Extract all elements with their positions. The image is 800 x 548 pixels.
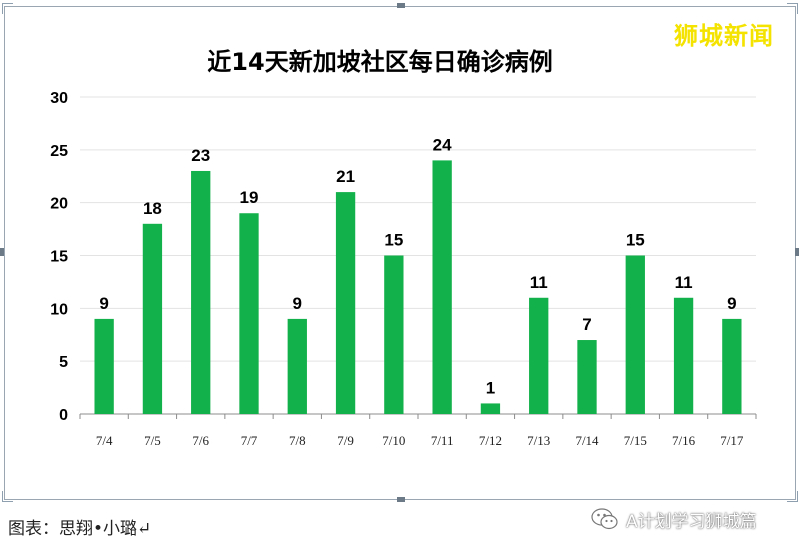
bar-7-9 (335, 192, 356, 414)
watermark: A计划学习狮城篇 (590, 506, 757, 532)
data-label: 19 (240, 188, 259, 207)
data-label: 15 (626, 231, 645, 250)
x-tick-label: 7/14 (575, 433, 599, 448)
resize-handle-top-left[interactable] (2, 3, 13, 14)
bar-7-11 (432, 160, 452, 414)
resize-handle-bottom-left[interactable] (2, 491, 13, 502)
y-tick-label: 5 (59, 354, 68, 371)
x-tick-label: 7/11 (431, 433, 454, 448)
resize-handle-left[interactable] (0, 248, 4, 256)
resize-handle-bottom[interactable] (397, 497, 405, 502)
chart-title: 近14天新加坡社区每日确诊病例 (207, 48, 552, 76)
y-tick-label: 10 (50, 301, 68, 318)
bar-7-10 (384, 255, 404, 414)
x-tick-label: 7/4 (96, 433, 113, 448)
bar-7-4 (94, 318, 114, 414)
data-label: 18 (143, 199, 162, 218)
data-label: 11 (675, 273, 693, 292)
data-label: 7 (582, 315, 591, 334)
data-label: 11 (530, 273, 548, 292)
bar-7-8 (287, 318, 307, 414)
data-label: 9 (727, 294, 736, 313)
resize-handle-top-right[interactable] (787, 3, 798, 14)
bar-7-7 (239, 213, 259, 414)
brand-logo-text: 狮城新闻 (674, 22, 774, 50)
x-tick-label: 7/8 (289, 433, 306, 448)
x-tick-label: 7/9 (337, 433, 354, 448)
data-label: 9 (293, 294, 302, 313)
x-tick-label: 7/17 (720, 433, 744, 448)
bar-7-16 (673, 297, 694, 414)
data-label: 9 (99, 294, 108, 313)
data-label: 1 (486, 378, 495, 397)
bar-7-15 (625, 255, 645, 414)
resize-handle-right[interactable] (795, 248, 799, 256)
y-tick-label: 20 (50, 196, 68, 213)
bar-7-17 (722, 318, 742, 414)
chart-frame (4, 6, 796, 500)
bar-7-14 (577, 340, 597, 414)
gridlines (80, 96, 756, 362)
bars (94, 160, 742, 414)
y-tick-label: 0 (59, 407, 68, 424)
x-tick-label: 7/5 (144, 433, 161, 448)
resize-handle-bottom-right[interactable] (787, 491, 798, 502)
data-label: 23 (191, 146, 210, 165)
bar-7-12 (480, 403, 501, 414)
axes: 0 5 10 15 20 25 30 7/4 7/5 7/6 7/7 7/8 7/9 7/10 7/11 7/… (50, 90, 757, 448)
bar-7-5 (142, 223, 163, 414)
resize-handle-top[interactable] (397, 3, 405, 8)
x-tick-label: 7/12 (479, 433, 502, 448)
x-tick-label: 7/13 (527, 433, 550, 448)
chart-caption: 图表：思翔•小璐↵ (8, 519, 152, 539)
bar-7-6 (191, 170, 211, 414)
data-label: 24 (433, 135, 452, 154)
x-tick-label: 7/6 (192, 433, 209, 448)
y-tick-label: 25 (50, 143, 68, 160)
data-label: 21 (336, 167, 355, 186)
bar-7-13 (529, 297, 549, 414)
wechat-icon (591, 508, 618, 530)
y-tick-label: 30 (50, 90, 68, 107)
x-tick-label: 7/15 (624, 433, 647, 448)
y-tick-label: 15 (50, 249, 68, 266)
x-tick-label: 7/10 (382, 433, 405, 448)
x-tick-label: 7/16 (672, 433, 696, 448)
x-tick-label: 7/7 (241, 433, 258, 448)
watermark-text: A计划学习狮城篇 (626, 511, 757, 532)
data-label: 15 (384, 231, 403, 250)
